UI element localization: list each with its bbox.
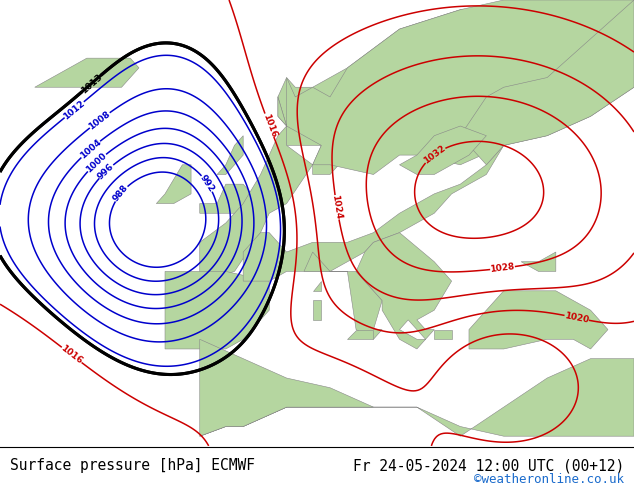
Polygon shape — [313, 300, 321, 320]
Polygon shape — [217, 136, 243, 174]
Polygon shape — [356, 233, 451, 349]
Text: ©weatheronline.co.uk: ©weatheronline.co.uk — [474, 473, 624, 487]
Text: 1004: 1004 — [78, 138, 103, 161]
Text: 996: 996 — [96, 162, 116, 181]
Polygon shape — [469, 291, 608, 349]
Text: 988: 988 — [112, 183, 131, 204]
Text: 1028: 1028 — [489, 262, 515, 274]
Polygon shape — [200, 359, 634, 436]
Polygon shape — [434, 330, 451, 339]
Polygon shape — [243, 146, 504, 281]
Text: 1016: 1016 — [261, 112, 278, 139]
Text: 1008: 1008 — [87, 109, 112, 131]
Polygon shape — [460, 0, 634, 165]
Polygon shape — [278, 87, 321, 146]
Text: 1016: 1016 — [59, 344, 84, 366]
Polygon shape — [278, 10, 504, 155]
Polygon shape — [313, 281, 321, 291]
Polygon shape — [35, 58, 139, 87]
Polygon shape — [157, 165, 191, 203]
Text: Fr 24-05-2024 12:00 UTC (00+12): Fr 24-05-2024 12:00 UTC (00+12) — [353, 458, 624, 473]
Polygon shape — [313, 136, 339, 174]
Polygon shape — [165, 271, 269, 349]
Text: 1013: 1013 — [79, 72, 104, 95]
Polygon shape — [347, 330, 373, 339]
Text: 1020: 1020 — [564, 311, 590, 325]
Polygon shape — [304, 252, 382, 339]
Text: 1000: 1000 — [84, 151, 108, 174]
Polygon shape — [521, 252, 556, 271]
Polygon shape — [200, 339, 373, 436]
Text: Surface pressure [hPa] ECMWF: Surface pressure [hPa] ECMWF — [10, 458, 254, 473]
Text: 1024: 1024 — [330, 194, 344, 221]
Polygon shape — [200, 0, 634, 281]
Text: 992: 992 — [198, 173, 216, 194]
Polygon shape — [200, 184, 252, 213]
Text: 1012: 1012 — [61, 98, 87, 121]
Polygon shape — [399, 126, 486, 174]
Text: 1032: 1032 — [422, 144, 448, 166]
